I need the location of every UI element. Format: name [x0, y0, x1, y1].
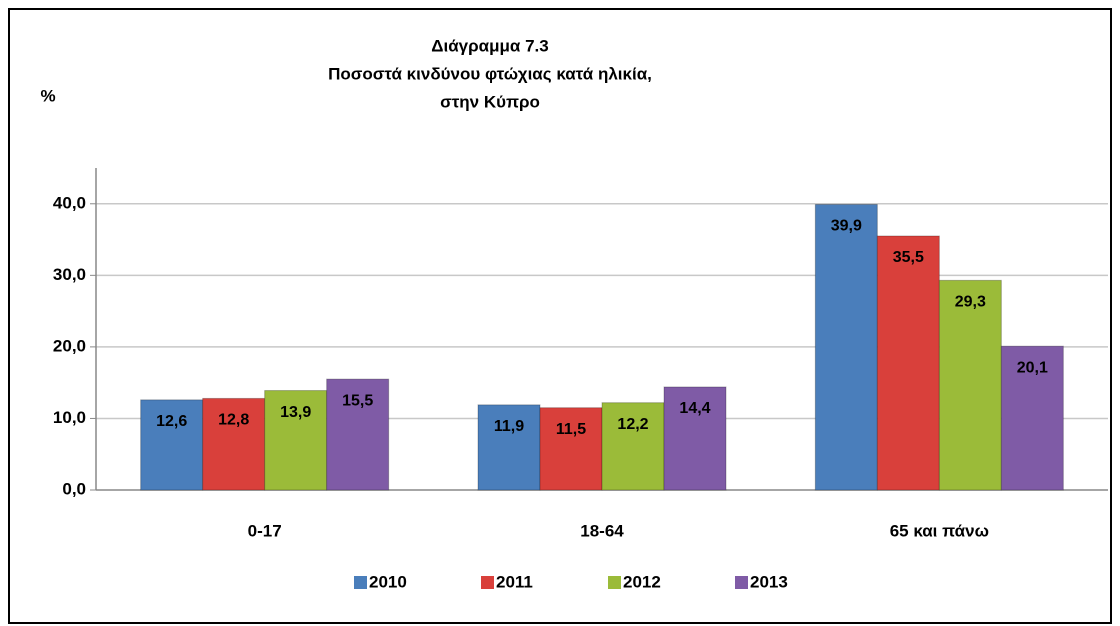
data-label: 12,8 — [218, 412, 249, 429]
data-label: 11,5 — [556, 421, 586, 438]
data-label: 12,2 — [617, 416, 648, 433]
legend-label: 2012 — [623, 572, 661, 591]
data-label: 12,6 — [156, 413, 187, 430]
bar — [938, 279, 1002, 491]
bar — [663, 386, 727, 491]
bar — [539, 407, 603, 491]
bar — [814, 203, 878, 491]
y-tick-label: 40,0 — [53, 193, 86, 212]
data-label: 20,1 — [1017, 359, 1048, 376]
bar — [140, 399, 204, 491]
data-label: 39,9 — [831, 218, 862, 235]
legend-label: 2010 — [369, 572, 407, 591]
legend-swatch — [354, 576, 367, 589]
y-tick-label: 10,0 — [53, 408, 86, 427]
legend-label: 2013 — [750, 572, 788, 591]
data-label: 14,4 — [679, 400, 710, 417]
bar — [1000, 345, 1064, 491]
legend-label: 2011 — [496, 572, 533, 591]
data-label: 11,9 — [494, 418, 524, 435]
y-axis-label: % — [40, 86, 55, 105]
data-label: 13,9 — [280, 404, 311, 421]
y-tick-label: 20,0 — [53, 336, 86, 355]
legend-swatch — [608, 576, 621, 589]
x-tick-label: 18-64 — [580, 521, 624, 540]
chart-title: Διάγραμμα 7.3 — [431, 36, 548, 55]
x-tick-label: 65 και πάνω — [890, 521, 989, 540]
legend-swatch — [735, 576, 748, 589]
bar — [264, 390, 328, 491]
x-tick-label: 0-17 — [248, 521, 282, 540]
legend-swatch — [481, 576, 494, 589]
data-label: 35,5 — [893, 249, 924, 266]
chart-title: Ποσοστά κινδύνου φτώχιας κατά ηλικία, — [328, 64, 652, 83]
data-label: 15,5 — [342, 392, 373, 409]
bar — [477, 404, 541, 491]
y-tick-label: 30,0 — [53, 265, 86, 284]
chart-title: στην Κύπρο — [440, 92, 540, 111]
bar — [876, 235, 940, 491]
y-tick-label: 0,0 — [62, 479, 86, 498]
bar — [202, 397, 266, 491]
data-label: 29,3 — [955, 294, 986, 311]
bar — [326, 378, 390, 491]
